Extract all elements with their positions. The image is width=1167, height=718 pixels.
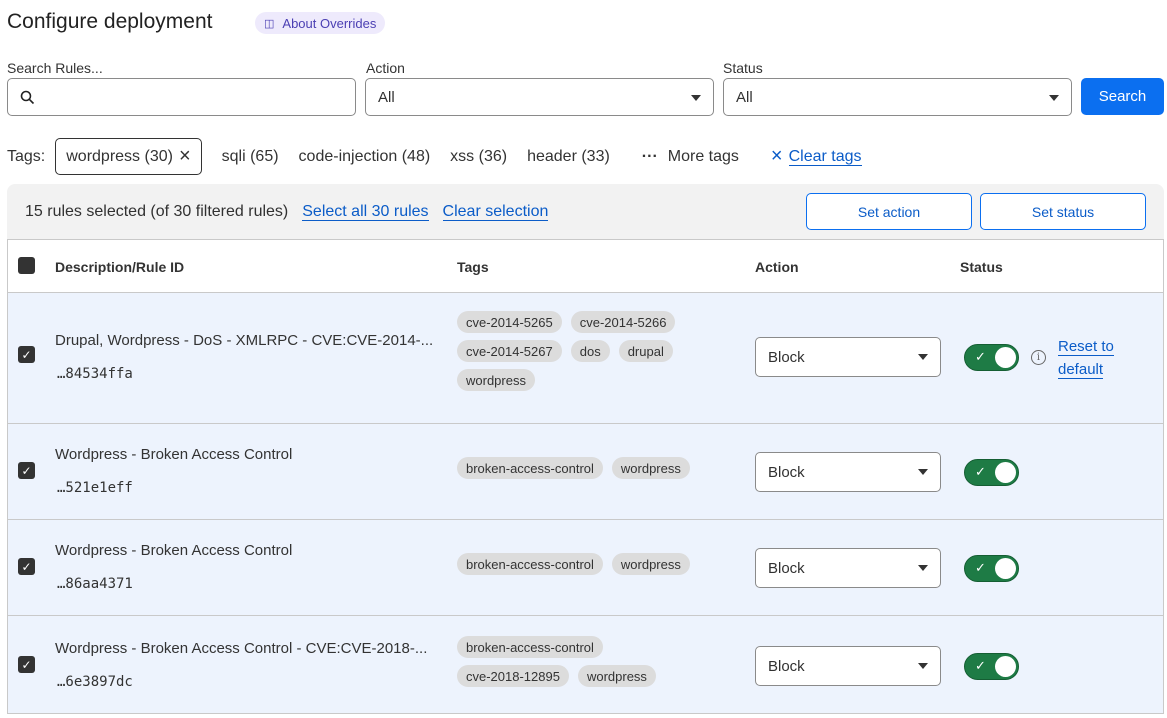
rule-description: Wordpress - Broken Access Control - CVE:… (55, 640, 428, 657)
rules-table: Description/Rule ID Tags Action Status ✓… (7, 239, 1164, 714)
reset-to-default-link[interactable]: Reset to default (1058, 338, 1114, 379)
tag-pill: wordpress (457, 369, 535, 391)
status-toggle[interactable]: ✓ (964, 459, 1019, 486)
about-overrides-link[interactable]: ◫ About Overrides (255, 12, 386, 34)
table-row: ✓ Wordpress - Broken Access Control - CV… (8, 616, 1163, 714)
tags-label: Tags: (7, 147, 46, 165)
tag-pill: cve-2014-5267 (457, 340, 562, 362)
column-description[interactable]: Description/Rule ID (55, 259, 185, 275)
check-icon: ✓ (975, 658, 986, 673)
tag-pill: broken-access-control (457, 636, 603, 658)
set-action-button[interactable]: Set action (806, 193, 972, 230)
set-status-button[interactable]: Set status (980, 193, 1146, 230)
status-toggle[interactable]: ✓ (964, 555, 1019, 582)
row-checkbox[interactable]: ✓ (18, 558, 35, 575)
caret-down-icon (691, 95, 701, 101)
status-filter-select[interactable]: All (723, 78, 1072, 116)
caret-down-icon (918, 469, 928, 475)
status-toggle[interactable]: ✓ (964, 653, 1019, 680)
column-tags: Tags (457, 259, 489, 275)
table-row: ✓ Drupal, Wordpress - DoS - XMLRPC - CVE… (8, 293, 1163, 424)
tag-pill: cve-2014-5266 (570, 311, 676, 333)
check-icon: ✓ (975, 560, 986, 575)
search-label: Search Rules... (7, 60, 103, 76)
status-label: Status (723, 60, 763, 76)
check-icon: ✓ (21, 559, 32, 574)
tag-code-injection[interactable]: code-injection (48) (298, 147, 431, 165)
tag-sqli[interactable]: sqli (65) (221, 147, 279, 165)
action-select[interactable]: Block (755, 337, 941, 377)
clear-tags-button[interactable]: × Clear tags (770, 144, 862, 167)
bulk-selection-bar: 15 rules selected (of 30 filtered rules)… (7, 184, 1164, 240)
close-icon[interactable]: × (178, 145, 191, 167)
table-header: Description/Rule ID Tags Action Status (8, 240, 1163, 293)
tag-pill: wordpress (611, 553, 690, 575)
page-title: Configure deployment (7, 10, 213, 33)
ellipsis-icon: ··· (641, 147, 658, 165)
action-select[interactable]: Block (755, 548, 941, 588)
action-select[interactable]: Block (755, 452, 941, 492)
close-icon: × (770, 144, 783, 167)
column-status: Status (960, 259, 1003, 275)
check-icon: ✓ (21, 347, 32, 362)
rule-id: …521e1eff (57, 480, 133, 496)
minus-icon (21, 276, 32, 278)
rule-description: Drupal, Wordpress - DoS - XMLRPC - CVE:C… (55, 332, 434, 349)
caret-down-icon (1049, 95, 1059, 101)
tag-pill: broken-access-control (457, 553, 603, 575)
check-icon: ✓ (21, 463, 32, 478)
rule-description: Wordpress - Broken Access Control (55, 542, 293, 559)
rule-description: Wordpress - Broken Access Control (55, 446, 293, 463)
tag-pill: wordpress (577, 665, 656, 687)
tag-xss[interactable]: xss (36) (450, 147, 508, 165)
active-tag-wordpress[interactable]: wordpress (30) × (55, 138, 202, 175)
tag-pill: broken-access-control (457, 457, 603, 479)
tag-pill: dos (570, 340, 610, 362)
search-button[interactable]: Search (1081, 78, 1164, 115)
tag-header[interactable]: header (33) (527, 147, 610, 165)
search-icon (20, 90, 35, 104)
caret-down-icon (918, 565, 928, 571)
tag-pill: wordpress (611, 457, 690, 479)
tag-pill: cve-2014-5265 (457, 311, 562, 333)
more-tags-button[interactable]: ··· More tags (641, 147, 739, 165)
row-checkbox[interactable]: ✓ (18, 346, 35, 363)
row-checkbox[interactable]: ✓ (18, 656, 35, 673)
row-checkbox[interactable]: ✓ (18, 462, 35, 479)
select-all-link[interactable]: Select all 30 rules (302, 203, 429, 221)
select-all-checkbox[interactable] (18, 257, 35, 278)
column-action: Action (755, 259, 799, 275)
table-row: ✓ Wordpress - Broken Access Control …86a… (8, 520, 1163, 616)
info-icon[interactable]: i (1031, 350, 1046, 365)
tag-pill: drupal (618, 340, 673, 362)
table-row: ✓ Wordpress - Broken Access Control …521… (8, 424, 1163, 520)
action-label: Action (366, 60, 405, 76)
clear-selection-link[interactable]: Clear selection (442, 203, 549, 221)
check-icon: ✓ (21, 657, 32, 672)
selection-summary: 15 rules selected (of 30 filtered rules) (25, 203, 289, 220)
action-filter-select[interactable]: All (365, 78, 714, 116)
rule-id: …86aa4371 (57, 576, 133, 592)
tags-filter: Tags: wordpress (30) × sqli (65) code-inj… (7, 138, 862, 175)
search-input[interactable] (7, 78, 356, 116)
check-icon: ✓ (975, 464, 986, 479)
rule-id: …84534ffa (57, 366, 133, 382)
check-icon: ✓ (975, 349, 986, 364)
caret-down-icon (918, 663, 928, 669)
action-select[interactable]: Block (755, 646, 941, 686)
rule-id: …6e3897dc (57, 674, 133, 690)
status-toggle[interactable]: ✓ (964, 344, 1019, 371)
book-icon: ◫ (264, 17, 275, 30)
tag-pill: cve-2018-12895 (457, 665, 569, 687)
caret-down-icon (918, 354, 928, 360)
